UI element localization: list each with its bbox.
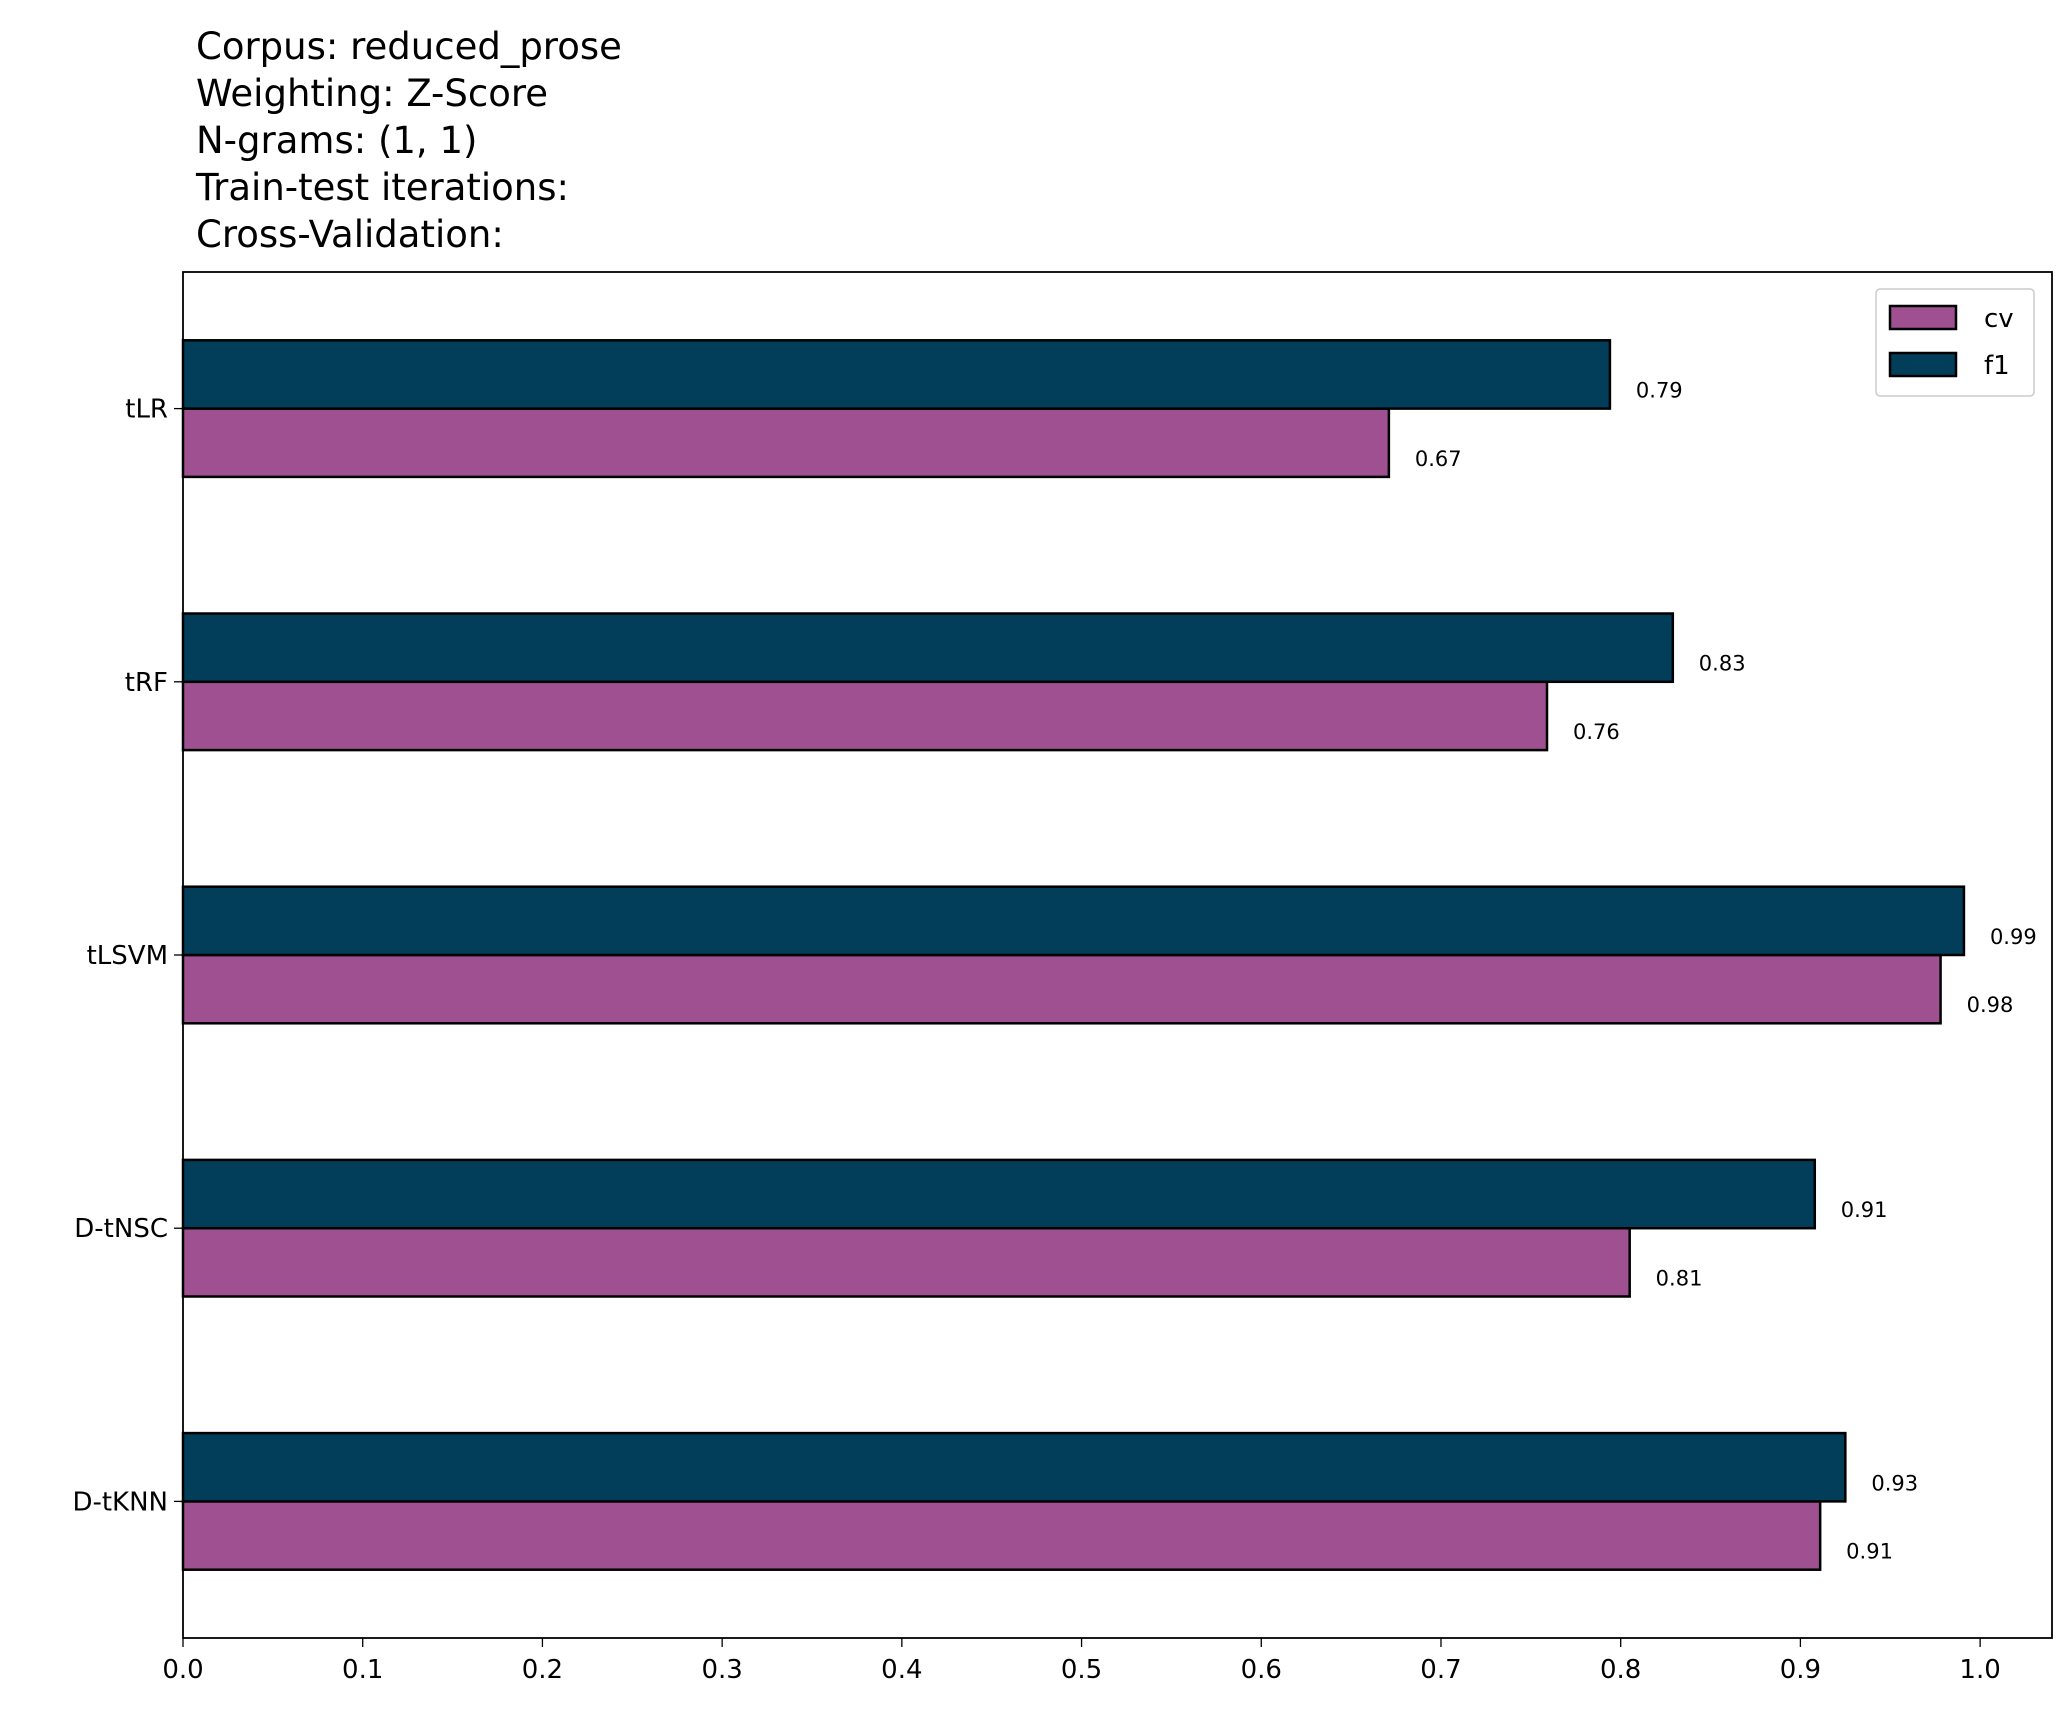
- y-tick-label: tRF: [125, 668, 168, 698]
- chart-title: Train-test iterations:: [195, 166, 569, 209]
- x-tick-label: 0.5: [1061, 1655, 1102, 1685]
- x-tick-label: 0.2: [522, 1655, 563, 1685]
- legend-swatch: [1888, 351, 1958, 378]
- y-tick-label: tLSVM: [87, 941, 168, 971]
- x-tick-label: 1.0: [1959, 1655, 2000, 1685]
- value-label: 0.98: [1967, 993, 2014, 1017]
- x-tick-label: 0.8: [1600, 1655, 1641, 1685]
- legend-swatch: [1888, 304, 1958, 331]
- value-label: 0.81: [1656, 1266, 1703, 1290]
- x-tick-label: 0.3: [701, 1655, 742, 1685]
- value-label: 0.99: [1990, 925, 2037, 949]
- chart-title: Weighting: Z-Score: [196, 72, 548, 115]
- legend-label: f1: [1984, 351, 2010, 381]
- legend-label: cv: [1984, 304, 2014, 334]
- plot-frame: [182, 271, 2053, 1639]
- x-tick-label: 0.1: [342, 1655, 383, 1685]
- bar: [181, 339, 1612, 410]
- bar: [181, 885, 1966, 957]
- y-tick-label: tLR: [125, 395, 168, 425]
- bar: [181, 680, 1549, 752]
- x-tick-label: 0.9: [1780, 1655, 1821, 1685]
- chart-title: Corpus: reduced_prose: [196, 25, 622, 68]
- value-label: 0.79: [1636, 378, 1683, 402]
- bar: [181, 953, 1942, 1025]
- value-label: 0.93: [1871, 1471, 1918, 1495]
- chart-title: N-grams: (1, 1): [196, 119, 477, 162]
- value-label: 0.83: [1699, 652, 1746, 676]
- bar: [181, 1226, 1631, 1298]
- bar: [181, 1158, 1817, 1230]
- x-tick-label: 0.4: [881, 1655, 922, 1685]
- bar: [181, 407, 1391, 479]
- bar: [181, 1431, 1847, 1503]
- chart-title: Cross-Validation:: [196, 213, 504, 256]
- bar: [181, 612, 1675, 684]
- bar: [181, 1500, 1822, 1571]
- value-label: 0.67: [1415, 447, 1462, 471]
- value-label: 0.91: [1841, 1198, 1888, 1222]
- value-label: 0.91: [1846, 1540, 1893, 1564]
- x-tick-label: 0.6: [1241, 1655, 1282, 1685]
- y-tick-label: D-tKNN: [72, 1487, 168, 1517]
- x-tick-label: 0.7: [1420, 1655, 1461, 1685]
- y-tick-label: D-tNSC: [74, 1214, 168, 1244]
- x-tick-label: 0.0: [162, 1655, 203, 1685]
- value-label: 0.76: [1573, 720, 1620, 744]
